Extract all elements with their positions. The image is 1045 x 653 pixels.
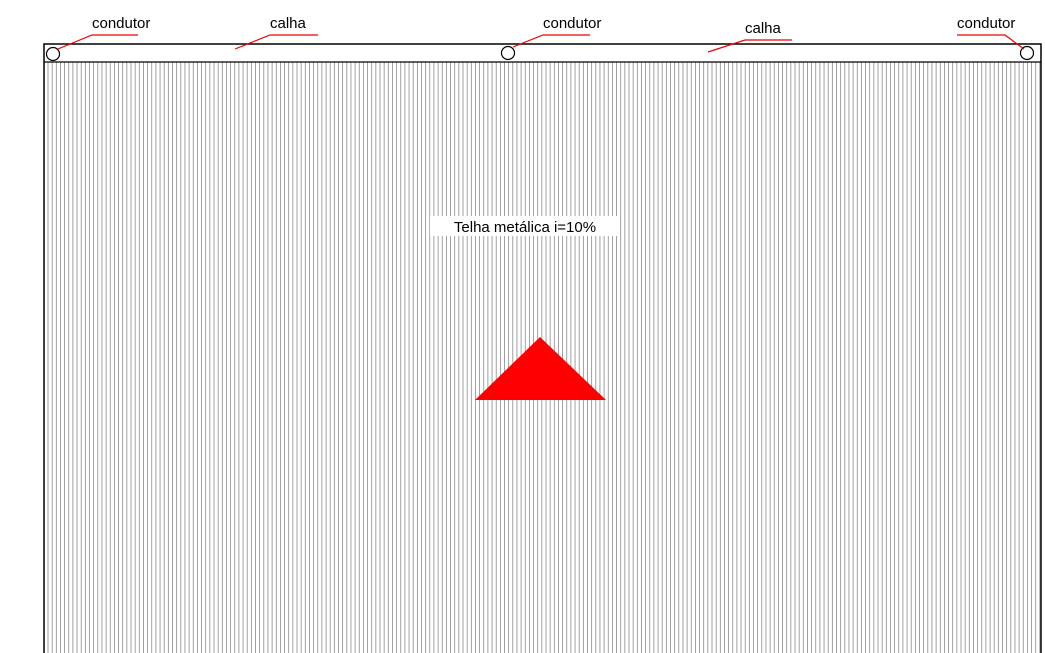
leader-line xyxy=(512,34,590,48)
downpipe xyxy=(500,45,516,61)
roof-outline xyxy=(43,43,1042,653)
downpipe xyxy=(45,46,61,62)
leader-line xyxy=(707,39,792,53)
label: condutor xyxy=(92,15,150,32)
roof-label: Telha metálica i=10% xyxy=(454,219,596,236)
label: calha xyxy=(270,15,307,32)
label-background xyxy=(430,216,620,236)
leader-line xyxy=(957,34,1025,50)
slope-arrow xyxy=(475,337,606,400)
leader-line xyxy=(234,34,318,50)
downpipe xyxy=(1019,45,1035,61)
roof-ribs xyxy=(47,62,1041,653)
leader-line xyxy=(57,34,138,50)
label: calha xyxy=(745,20,782,37)
label: condutor xyxy=(543,15,601,32)
label: condutor xyxy=(957,15,1015,32)
